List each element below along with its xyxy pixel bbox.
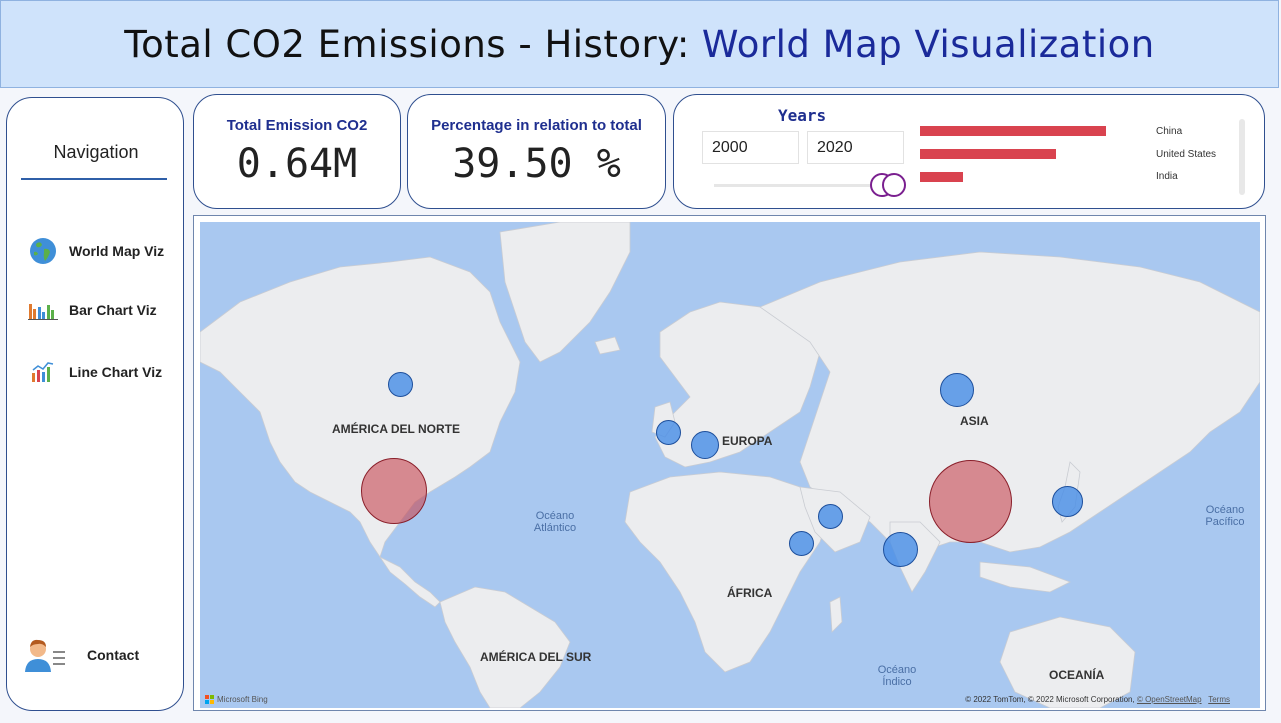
navigation-title: Navigation xyxy=(53,142,139,162)
nav-item-label: World Map Viz xyxy=(69,243,165,259)
ocean-label-line: Atlántico xyxy=(533,522,577,534)
ocean-label-line: Océano xyxy=(535,510,575,522)
page-title: Total CO2 Emissions - History: xyxy=(124,22,690,66)
navigation-panel: Navigation World Map Viz Bar Ch xyxy=(6,97,184,711)
emission-bubble-iran[interactable] xyxy=(818,504,843,529)
country-bar[interactable] xyxy=(920,172,963,182)
bar-chart-icon xyxy=(27,296,59,324)
ocean-label-line: Océano xyxy=(1205,504,1245,516)
years-filter-card: Years 2000 2020 China United States Indi… xyxy=(673,94,1265,209)
country-bar[interactable] xyxy=(920,126,1106,136)
emission-bubble-russia[interactable] xyxy=(940,373,974,407)
world-map-frame: AMÉRICA DEL NORTE EUROPA ASIA ÁFRICA AMÉ… xyxy=(193,215,1266,711)
years-title: Years xyxy=(778,106,827,125)
nav-item-world-map[interactable]: World Map Viz xyxy=(27,236,164,266)
emission-bubble-germany[interactable] xyxy=(691,431,719,459)
emission-bubble-japan[interactable] xyxy=(1052,486,1083,517)
map-landmass xyxy=(200,222,1260,708)
ocean-label-line: Índico xyxy=(882,676,912,688)
map-attribution: © 2022 TomTom, © 2022 Microsoft Corporat… xyxy=(965,695,1230,704)
kpi-total-label: Total Emission CO2 xyxy=(226,117,368,134)
navigation-divider xyxy=(21,178,167,180)
emission-bubble-canada[interactable] xyxy=(388,372,413,397)
emission-bubble-india[interactable] xyxy=(883,532,918,567)
nav-item-label: Bar Chart Viz xyxy=(69,302,157,318)
bar-list-scrollbar[interactable] xyxy=(1239,119,1245,195)
emission-bubble-united-states[interactable] xyxy=(361,458,427,524)
year-to-input[interactable]: 2020 xyxy=(807,131,904,164)
kpi-percentage-card: Percentage in relation to total 39.50 % xyxy=(407,94,666,209)
region-label-africa: ÁFRICA xyxy=(727,586,773,600)
ocean-label-pacific: Océano Pacífico xyxy=(1200,504,1250,528)
openstreetmap-link[interactable]: © OpenStreetMap xyxy=(1136,695,1202,704)
emission-bubble-united-kingdom[interactable] xyxy=(656,420,681,445)
page-header: Total CO2 Emissions - History: World Map… xyxy=(0,0,1279,88)
country-bar-label: India xyxy=(1156,171,1178,182)
emission-bubble-saudi-arabia[interactable] xyxy=(789,531,814,556)
kpi-total-value: 0.64M xyxy=(236,141,358,187)
contact-person-icon xyxy=(23,639,67,672)
year-from-input[interactable]: 2000 xyxy=(702,131,799,164)
kpi-percentage-label: Percentage in relation to total xyxy=(431,117,642,134)
nav-item-label: Contact xyxy=(87,647,140,663)
ocean-label-line: Océano xyxy=(877,664,917,676)
emission-bubble-china[interactable] xyxy=(929,460,1012,543)
bing-attribution: Microsoft Bing xyxy=(205,695,268,704)
region-label-south-america: AMÉRICA DEL SUR xyxy=(480,650,592,664)
ocean-label-indian: Océano Índico xyxy=(872,664,922,688)
nav-item-label: Line Chart Viz xyxy=(69,364,163,380)
nav-item-bar-chart[interactable]: Bar Chart Viz xyxy=(27,295,157,325)
country-bar-label: China xyxy=(1156,126,1183,137)
region-label-asia: ASIA xyxy=(960,414,989,428)
globe-icon xyxy=(27,237,59,265)
region-label-europe: EUROPA xyxy=(722,434,773,448)
line-chart-icon xyxy=(27,358,59,386)
country-bar-label: United States xyxy=(1156,149,1217,160)
year-slider-end-handle[interactable] xyxy=(882,173,906,197)
page-title-highlight: World Map Visualization xyxy=(701,22,1155,66)
world-map[interactable]: AMÉRICA DEL NORTE EUROPA ASIA ÁFRICA AMÉ… xyxy=(200,222,1260,708)
region-label-oceania: OCEANÍA xyxy=(1049,668,1105,682)
ocean-label-line: Pacífico xyxy=(1205,516,1245,528)
country-bar[interactable] xyxy=(920,149,1056,159)
microsoft-logo-icon xyxy=(205,695,214,704)
nav-item-line-chart[interactable]: Line Chart Viz xyxy=(27,357,162,387)
terms-link[interactable]: Terms xyxy=(1208,695,1230,704)
kpi-percentage-value: 39.50 % xyxy=(452,141,621,187)
nav-item-contact[interactable]: Contact xyxy=(23,639,140,672)
bing-label: Microsoft Bing xyxy=(217,695,268,704)
year-slider-track[interactable] xyxy=(714,184,894,187)
kpi-total-emission-card: Total Emission CO2 0.64M xyxy=(193,94,401,209)
region-label-north-america: AMÉRICA DEL NORTE xyxy=(332,422,461,436)
ocean-label-atlantic: Océano Atlántico xyxy=(530,510,580,534)
attribution-text: © 2022 TomTom, © 2022 Microsoft Corporat… xyxy=(965,695,1135,704)
